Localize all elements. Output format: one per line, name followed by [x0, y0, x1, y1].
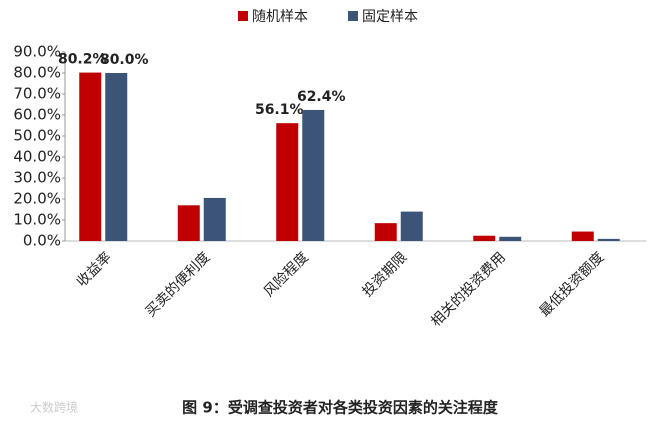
value-label: 80.0% [100, 52, 149, 68]
bar [302, 109, 325, 242]
caption: 图 9：受调查投资者对各类投资因素的关注程度 [182, 399, 499, 417]
bar [400, 211, 423, 241]
x-tick-label: 投资期限 [359, 249, 410, 300]
x-tick-label: 风险程度 [261, 249, 312, 300]
bar [276, 123, 299, 241]
bar [597, 238, 620, 241]
y-tick-label: 20.0% [13, 190, 61, 208]
y-tick-label: 0.0% [23, 232, 61, 250]
legend-label: 固定样本 [362, 9, 418, 25]
value-label: 56.1% [255, 102, 304, 118]
x-tick-label: 收益率 [73, 249, 115, 291]
x-tick-label: 相关的投资费用 [428, 249, 509, 330]
legend-label: 随机样本 [252, 9, 308, 25]
bar [571, 231, 594, 241]
y-tick-label: 30.0% [13, 169, 61, 187]
y-tick-label: 70.0% [13, 85, 61, 103]
value-label: 80.2% [58, 52, 107, 68]
y-tick-label: 50.0% [13, 127, 61, 145]
y-tick-label: 40.0% [13, 148, 61, 166]
watermark: 大数跨境 [30, 400, 78, 415]
bar [177, 205, 200, 241]
y-tick-label: 60.0% [13, 106, 61, 124]
y-tick-label: 10.0% [13, 211, 61, 229]
value-label: 62.4% [297, 89, 346, 105]
x-tick-label: 买卖的便利度 [143, 249, 214, 320]
y-tick-label: 90.0% [13, 43, 61, 61]
legend-swatch [348, 11, 358, 21]
y-tick-label: 80.0% [13, 64, 61, 82]
bar [374, 223, 397, 241]
bar [499, 236, 522, 241]
bar [203, 197, 226, 241]
legend-swatch [238, 11, 248, 21]
bar [105, 73, 128, 241]
x-tick-label: 最低投资额度 [537, 249, 608, 320]
bar [79, 72, 102, 241]
bar [473, 235, 496, 241]
